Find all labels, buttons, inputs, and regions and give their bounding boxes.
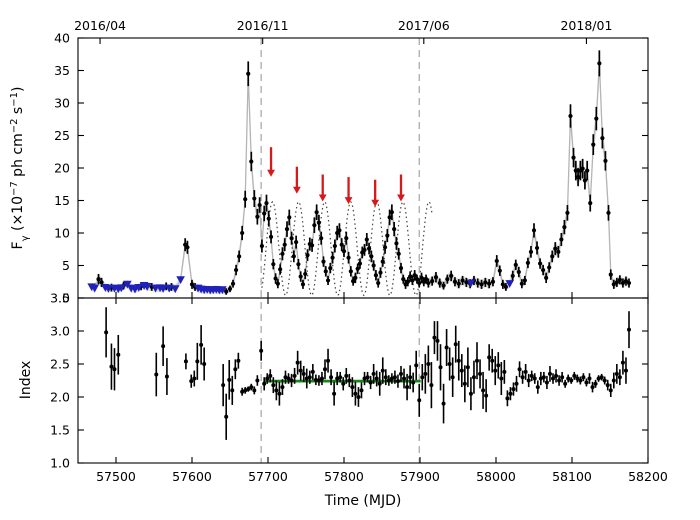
flux-tick-label: 20 [54, 160, 70, 175]
flux-tick-label: 10 [54, 225, 70, 240]
time-axis-title: Time (MJD) [324, 493, 402, 509]
flux-uncertainty-band [91, 49, 629, 295]
qpo-model-dotted-curve [261, 200, 433, 297]
mjd-tick-label: 58100 [552, 469, 592, 484]
mjd-tick-label: 57700 [248, 469, 288, 484]
date-tick-label: 2018/01 [560, 18, 612, 33]
flux-tick-label: 5 [62, 258, 70, 273]
date-tick-label: 2017/06 [398, 18, 450, 33]
flux-data-points [96, 61, 632, 294]
index-tick-label: 2.0 [50, 389, 70, 404]
flux-error-bars [97, 50, 630, 295]
flux-axis-title: Fγ (×10−7 ph cm−2 s−1) [9, 87, 31, 250]
date-tick-label: 2016/11 [237, 18, 289, 33]
mjd-tick-label: 58000 [476, 469, 516, 484]
flux-upper-limit-triangles [87, 276, 514, 295]
flux-tick-label: 40 [54, 30, 70, 45]
mjd-tick-label: 57800 [324, 469, 364, 484]
mjd-tick-label: 57500 [96, 469, 136, 484]
index-tick-label: 3.5 [50, 290, 70, 305]
date-tick-label: 2016/04 [74, 18, 126, 33]
index-data-points [104, 327, 631, 419]
index-axis-title: Index [18, 361, 34, 400]
index-tick-label: 2.5 [50, 356, 70, 371]
axis-tick-labels: 57500 57600 57700 57800 57900 58000 58100 58200… [50, 18, 668, 484]
mjd-tick-label: 57600 [172, 469, 212, 484]
mjd-tick-label: 58200 [628, 469, 668, 484]
flux-tick-label: 15 [54, 193, 70, 208]
flux-tick-label: 30 [54, 95, 70, 110]
flux-tick-label: 35 [54, 63, 70, 78]
flare-marker-arrows [267, 147, 405, 207]
index-tick-label: 1.5 [50, 422, 70, 437]
axis-ticks [78, 37, 649, 464]
mjd-tick-label: 57900 [400, 469, 440, 484]
flux-tick-label: 0 [62, 290, 70, 305]
index-tick-label: 3.0 [50, 323, 70, 338]
index-tick-label: 1.0 [50, 455, 70, 470]
flux-tick-label: 25 [54, 128, 70, 143]
